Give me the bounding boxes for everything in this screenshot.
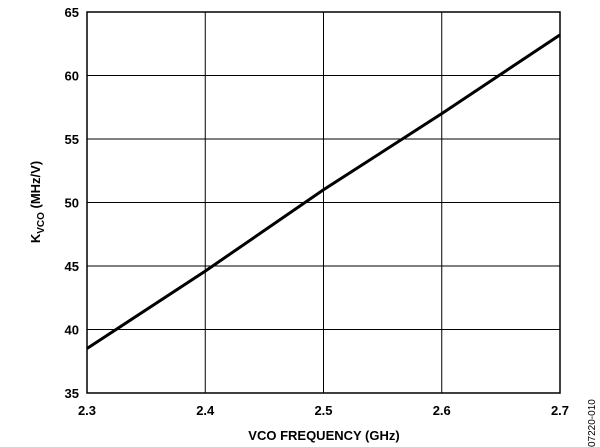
- y-axis-title: KVCO (MHz/V): [28, 161, 47, 243]
- grid-lines: [87, 12, 560, 393]
- y-axis-title-main: K: [28, 233, 43, 243]
- y-tick-label: 45: [65, 259, 79, 274]
- y-tick-label: 65: [65, 5, 79, 20]
- x-tick-label: 2.5: [314, 403, 332, 418]
- plot-frame: [86, 11, 561, 394]
- x-tick-label: 2.3: [78, 403, 96, 418]
- y-tick-label: 55: [65, 132, 79, 147]
- x-tick-label: 2.6: [433, 403, 451, 418]
- y-axis-title-rest: (MHz/V): [28, 161, 43, 212]
- y-tick-label: 40: [65, 323, 79, 338]
- kvco-series-line: [86, 33, 561, 350]
- x-axis-ticks: 2.3 2.4 2.5 2.6 2.7: [78, 403, 569, 418]
- x-tick-label: 2.7: [551, 403, 569, 418]
- y-tick-label: 35: [65, 386, 79, 401]
- y-tick-label: 50: [65, 196, 79, 211]
- x-tick-label: 2.4: [196, 403, 215, 418]
- y-axis-ticks: 35 40 45 50 55 60 65: [65, 5, 79, 401]
- figure-id-label: 07220-010: [587, 399, 598, 447]
- y-axis-title-sub: VCO: [36, 212, 47, 234]
- y-tick-label: 60: [65, 69, 79, 84]
- x-axis-title: VCO FREQUENCY (GHz): [248, 428, 399, 443]
